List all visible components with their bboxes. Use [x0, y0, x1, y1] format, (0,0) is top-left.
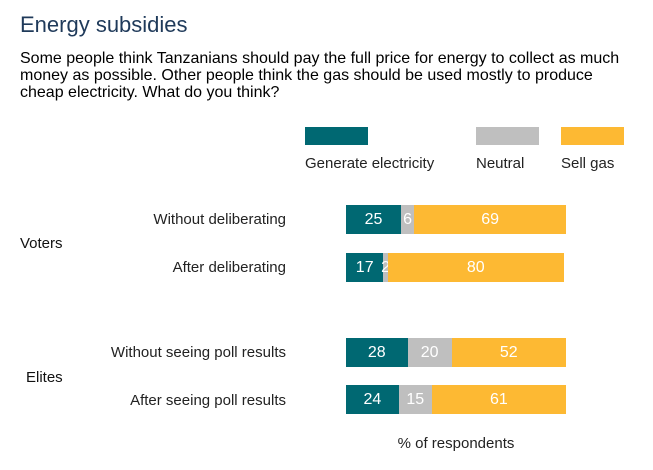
row-label: Without seeing poll results [110, 344, 286, 361]
row-label: Without deliberating [153, 211, 286, 228]
data-label: 61 [489, 390, 508, 408]
bar-segment-sell-gas: 61 [431, 385, 566, 414]
group-label-elites: Elites [26, 369, 63, 386]
bar-segment-neutral: 20 [407, 338, 452, 367]
group-label-voters: Voters [20, 235, 63, 252]
bar-row: 25 6 69 [346, 205, 566, 234]
legend-swatch-generate-electricity [305, 127, 368, 145]
data-label: 15 [406, 390, 425, 408]
bar-segment-generate-electricity: 25 [346, 205, 401, 234]
bar-segment-sell-gas: 52 [451, 338, 566, 367]
row-label: After seeing poll results [130, 392, 286, 409]
bar-segment-neutral: 15 [398, 385, 432, 414]
row-label: After deliberating [172, 259, 286, 276]
bar-segment-generate-electricity: 28 [346, 338, 408, 367]
bar-row: 28 20 52 [346, 338, 566, 367]
bar-segment-sell-gas: 69 [414, 205, 566, 234]
bar-row: 24 15 61 [346, 385, 566, 414]
data-label: 17 [355, 258, 374, 276]
bar-segment-neutral: 6 [401, 205, 415, 234]
data-label: 25 [364, 210, 383, 228]
bar-row: 17 2 80 [346, 253, 566, 282]
chart-subtitle: Some people think Tanzanians should pay … [20, 50, 620, 101]
data-label: 52 [499, 343, 518, 361]
bar-segment-sell-gas: 80 [387, 253, 564, 282]
bar-segment-generate-electricity: 24 [346, 385, 399, 414]
data-label: 80 [466, 258, 485, 276]
legend-label-generate-electricity: Generate electricity [305, 155, 435, 172]
data-label: 28 [367, 343, 386, 361]
data-label: 69 [481, 210, 499, 228]
legend-label-sell-gas: Sell gas [561, 155, 615, 172]
bar-segment-neutral: 2 [381, 253, 391, 282]
legend-label-neutral: Neutral [476, 155, 525, 172]
bar-segment-generate-electricity: 17 [346, 253, 384, 282]
data-label: 2 [381, 258, 391, 276]
chart-title: Energy subsidies [20, 12, 188, 37]
data-label: 20 [420, 343, 439, 361]
legend-swatch-neutral [476, 127, 539, 145]
legend-swatch-sell-gas [561, 127, 624, 145]
data-label: 6 [403, 210, 413, 228]
data-label: 24 [363, 390, 382, 408]
x-axis-label: % of respondents [397, 435, 515, 452]
